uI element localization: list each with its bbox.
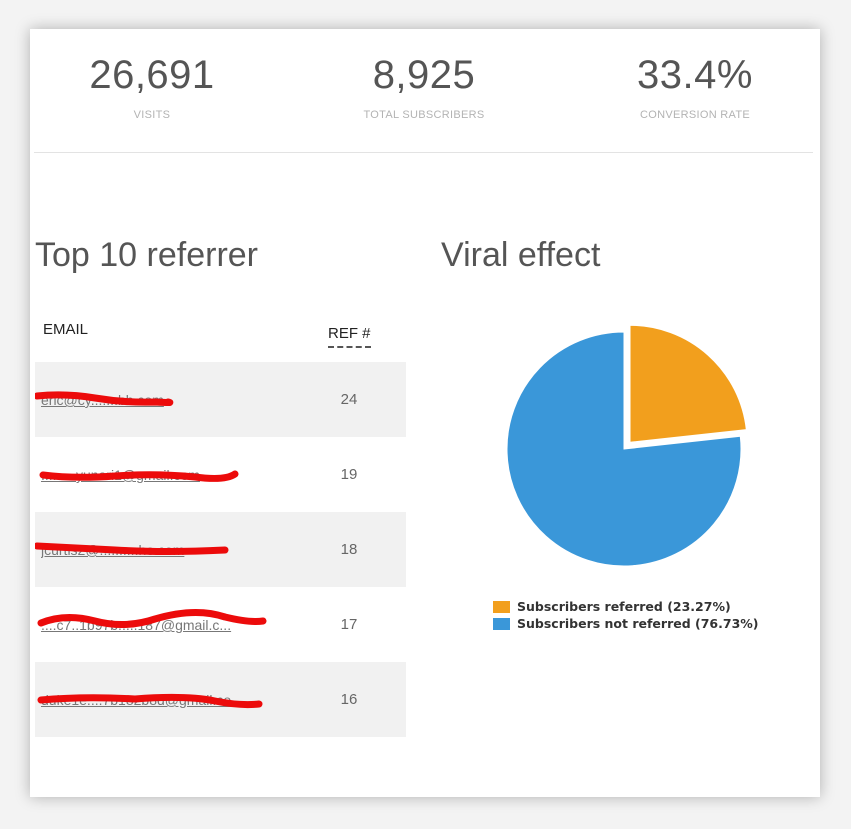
referrer-email-link[interactable]: .........yunari1@gmail.com [41, 467, 200, 483]
table-row: jcurtis2@..........ho.com 18 [35, 512, 406, 587]
legend-label-referred: Subscribers referred (23.27%) [517, 599, 731, 614]
table-row: duke1e....7b182b8d@gmail.co... 16 [35, 662, 406, 737]
dashboard-card: 26,691 VISITS 8,925 TOTAL SUBSCRIBERS 33… [30, 29, 820, 797]
pie-legend: Subscribers referred (23.27%) Subscriber… [493, 598, 759, 632]
stat-conversion-label: CONVERSION RATE [639, 109, 751, 121]
stat-visits-label: VISITS [133, 109, 171, 121]
referrer-count: 18 [340, 541, 358, 558]
email-column-header: EMAIL [43, 321, 89, 338]
viral-pie-chart [506, 324, 747, 567]
referrer-email-link[interactable]: eric@cy.......bb.com [41, 392, 164, 408]
pie-slice-subscribers-referred[interactable] [629, 324, 747, 443]
legend-item-referred[interactable]: Subscribers referred (23.27%) [493, 598, 759, 615]
stat-visits: 26,691 VISITS [37, 47, 267, 121]
stat-subscribers: 8,925 TOTAL SUBSCRIBERS [309, 47, 539, 121]
legend-swatch-not-referred [493, 617, 510, 630]
legend-item-not-referred[interactable]: Subscribers not referred (76.73%) [493, 615, 759, 632]
pie-slice-subscribers-not-referred[interactable] [506, 331, 742, 567]
table-row: .........yunari1@gmail.com 19 [35, 437, 406, 512]
table-row: ....c7..1b97b.....187@gmail.c... 17 [35, 587, 406, 662]
referrer-count: 19 [340, 466, 358, 483]
ref-column-header[interactable]: REF # [328, 325, 371, 348]
referrer-title: Top 10 referrer [35, 236, 258, 274]
stat-visits-value: 26,691 [89, 53, 215, 97]
stat-subscribers-label: TOTAL SUBSCRIBERS [363, 109, 485, 121]
table-row: eric@cy.......bb.com 24 [35, 362, 406, 437]
viral-title: Viral effect [441, 236, 601, 274]
stats-divider [34, 152, 813, 153]
referrer-email-link[interactable]: ....c7..1b97b.....187@gmail.c... [41, 617, 232, 633]
legend-swatch-referred [493, 600, 510, 613]
stats-bar: 26,691 VISITS 8,925 TOTAL SUBSCRIBERS 33… [30, 29, 820, 153]
referrer-table: eric@cy.......bb.com 24 .........yunari1… [35, 362, 406, 737]
stat-conversion: 33.4% CONVERSION RATE [580, 47, 810, 121]
stat-subscribers-value: 8,925 [372, 53, 476, 97]
referrer-email-link[interactable]: jcurtis2@..........ho.com [41, 542, 185, 558]
referrer-count: 17 [340, 616, 358, 633]
legend-label-not-referred: Subscribers not referred (76.73%) [517, 616, 759, 631]
referrer-email-link[interactable]: duke1e....7b182b8d@gmail.co... [41, 692, 243, 708]
stat-conversion-value: 33.4% [637, 53, 753, 97]
referrer-count: 16 [340, 691, 358, 708]
referrer-count: 24 [340, 391, 358, 408]
